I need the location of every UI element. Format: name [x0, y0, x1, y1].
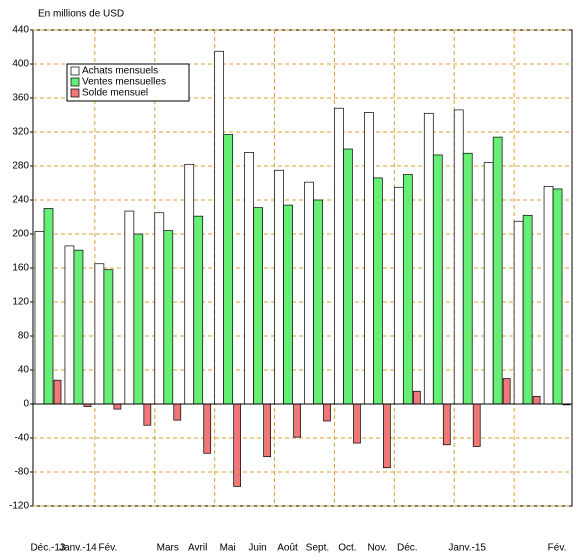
bar: [483, 162, 494, 405]
y-tick-label: 240: [12, 195, 29, 206]
y-tick-label: 360: [12, 93, 29, 104]
y-tick-label: 280: [12, 161, 29, 172]
y-tick-label: 120: [12, 297, 29, 308]
x-tick-label: Avril: [188, 543, 207, 554]
y-tick-label: -120: [9, 501, 29, 512]
y-tick-label: 40: [18, 365, 30, 376]
bar: [432, 154, 443, 405]
bar: [423, 112, 434, 405]
x-tick-label: Août: [277, 543, 298, 554]
legend-swatch: [70, 66, 80, 76]
bar: [293, 403, 301, 438]
y-tick-label: 400: [12, 59, 29, 70]
bar: [94, 263, 105, 405]
bar: [263, 403, 271, 458]
bar: [163, 230, 174, 405]
bar: [73, 249, 84, 405]
bar: [472, 403, 481, 447]
bar: [323, 403, 331, 422]
x-tick-label: Fév.: [548, 543, 567, 554]
bar: [353, 403, 361, 444]
bar: [522, 214, 533, 405]
legend-label: Achats mensuels: [82, 66, 158, 77]
y-tick-label: 0: [23, 399, 29, 410]
x-tick-label: Sept.: [306, 543, 329, 554]
bar: [502, 378, 511, 405]
bar: [462, 152, 473, 405]
bar: [233, 403, 242, 487]
bar: [103, 269, 114, 405]
x-tick-label: Mai: [220, 543, 236, 554]
bar: [173, 403, 182, 421]
bar: [143, 403, 152, 426]
bar: [283, 204, 293, 405]
chart-title: En millions de USD: [38, 9, 124, 20]
x-tick-label: Janv.-14: [59, 543, 97, 554]
bar: [313, 199, 323, 405]
bar: [412, 390, 421, 405]
y-tick-label: 80: [18, 331, 30, 342]
x-tick-label: Déc.: [397, 543, 418, 554]
x-tick-label: Mars: [157, 543, 179, 554]
bar: [113, 403, 122, 410]
legend-label: Ventes mensuelles: [82, 77, 166, 88]
bar: [442, 403, 451, 446]
bar: [513, 220, 524, 405]
y-tick-label: 160: [12, 263, 29, 274]
x-tick-label: Juin: [248, 543, 266, 554]
bar: [373, 177, 383, 405]
bar: [244, 152, 254, 405]
x-tick-label: Janv.-15: [448, 543, 486, 554]
bar: [383, 403, 391, 469]
bar: [133, 233, 144, 405]
legend-label: Solde mensuel: [82, 88, 148, 99]
bar: [402, 174, 413, 405]
x-tick-label: Fév.: [99, 543, 118, 554]
bar: [393, 186, 404, 405]
legend-swatch: [70, 88, 80, 98]
bar: [64, 245, 75, 405]
legend-swatch: [70, 77, 80, 87]
bar: [492, 136, 503, 405]
bar: [203, 403, 212, 454]
bar: [53, 379, 62, 405]
bar: [124, 210, 135, 405]
y-tick-label: 320: [12, 127, 29, 138]
bar: [334, 107, 344, 405]
legend-box: [66, 63, 190, 102]
bar: [154, 212, 165, 405]
bar: [223, 134, 234, 405]
bar: [343, 148, 353, 405]
bar: [34, 231, 45, 405]
bar: [193, 215, 204, 405]
bar: [552, 188, 563, 405]
x-tick-label: Nov.: [367, 543, 387, 554]
y-tick-label: 440: [12, 25, 29, 36]
bar: [364, 112, 374, 405]
bar: [184, 163, 195, 405]
y-tick-label: -80: [15, 467, 30, 478]
bar: [304, 181, 314, 405]
bar: [532, 396, 541, 405]
bar: [453, 109, 464, 405]
y-tick-label: -40: [15, 433, 30, 444]
bar: [253, 207, 263, 405]
bar: [214, 50, 225, 405]
x-tick-label: Oct.: [338, 543, 356, 554]
bar: [543, 186, 554, 405]
x-tick-label: Déc.-13: [30, 543, 65, 554]
bar: [274, 169, 284, 405]
bar: [43, 208, 54, 405]
y-tick-label: 200: [12, 229, 29, 240]
